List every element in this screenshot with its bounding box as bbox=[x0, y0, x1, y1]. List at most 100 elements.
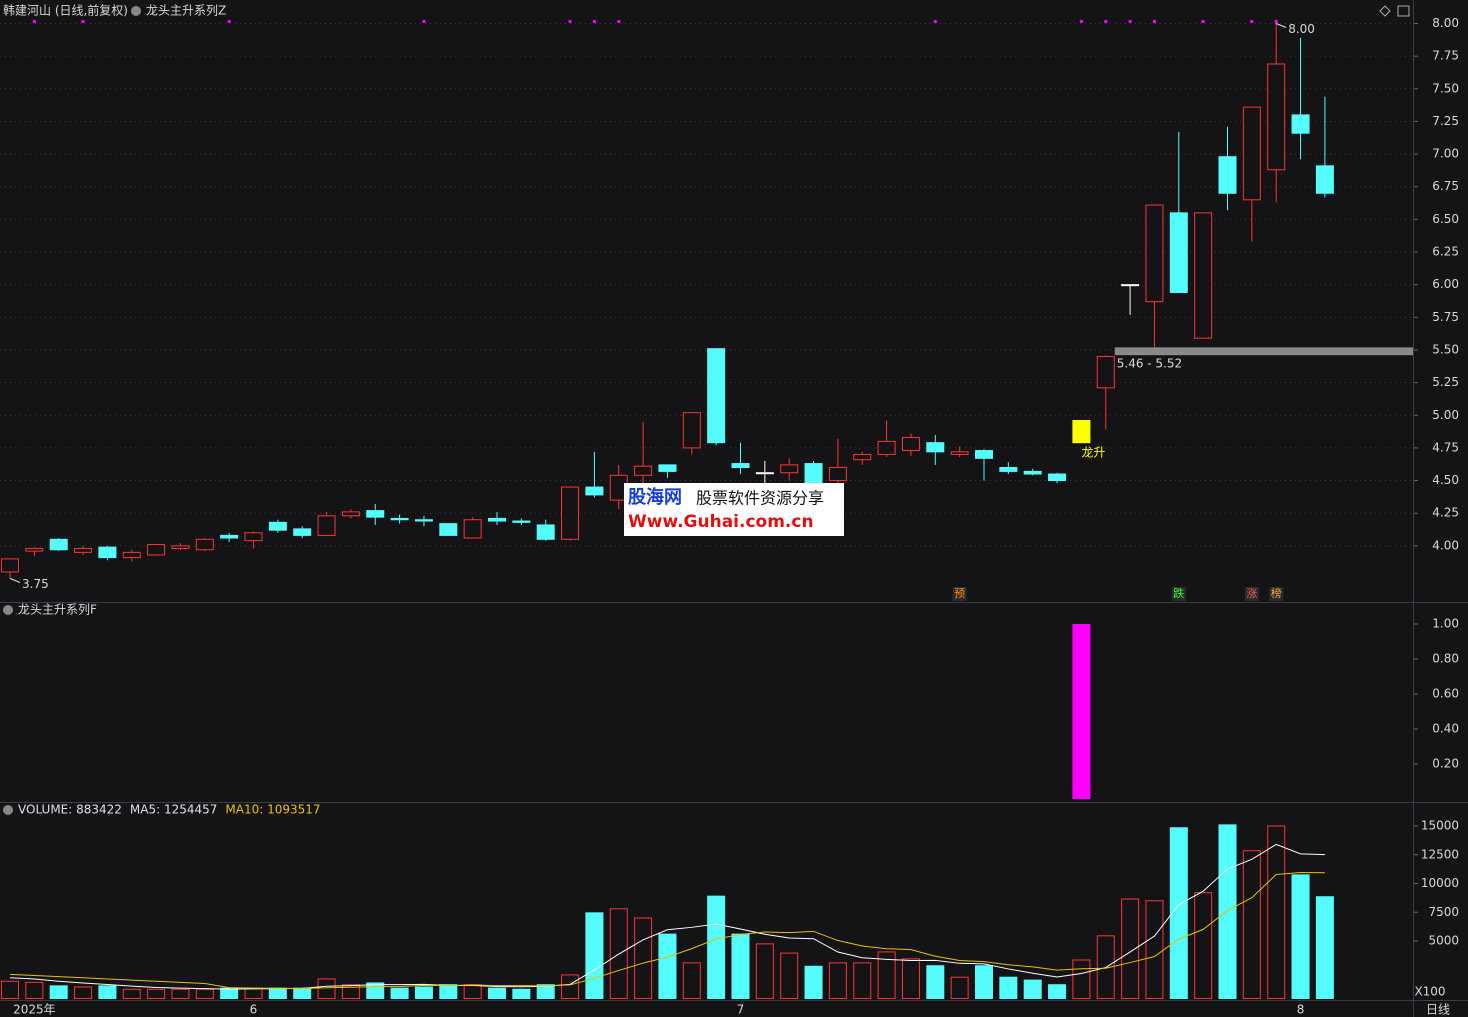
y-tick-label: 7500 bbox=[1428, 905, 1459, 919]
candle-body bbox=[171, 545, 190, 549]
candle-body bbox=[634, 465, 653, 476]
menu-icon[interactable] bbox=[3, 805, 13, 815]
candle-body bbox=[268, 521, 287, 531]
price-zone bbox=[1114, 347, 1413, 356]
y-tick-label: 5.00 bbox=[1432, 408, 1459, 422]
watermark: 股海网 股票软件资源分享 Www.Guhai.com.cn bbox=[624, 483, 844, 536]
volume-bar bbox=[780, 952, 799, 1000]
candle-body bbox=[1096, 355, 1115, 389]
volume-bar bbox=[1291, 874, 1310, 999]
signal-label: 龙升 bbox=[1081, 446, 1105, 460]
volume-bar bbox=[561, 974, 580, 999]
volume-bar bbox=[317, 978, 336, 1000]
candle-body bbox=[390, 517, 409, 521]
signal-dot bbox=[1250, 20, 1254, 23]
candle-body bbox=[755, 472, 774, 475]
volume-bar bbox=[74, 986, 93, 999]
volume-bar bbox=[147, 988, 166, 999]
candle-body bbox=[1145, 204, 1164, 303]
volume-bar bbox=[1023, 979, 1042, 999]
candle-body bbox=[366, 510, 385, 518]
bottom-marker: 涨 bbox=[1246, 587, 1257, 600]
y-tick-label: 4.50 bbox=[1432, 473, 1459, 487]
candle-body bbox=[585, 486, 604, 496]
volume-bar bbox=[804, 965, 823, 999]
period-button[interactable]: 日线 bbox=[1426, 1003, 1450, 1017]
watermark-slogan: 股票软件资源分享 bbox=[696, 489, 824, 508]
volume-bar bbox=[1194, 892, 1213, 1000]
signal-dot bbox=[81, 20, 85, 23]
volume-bar bbox=[268, 987, 287, 1000]
volume-bar bbox=[293, 987, 312, 1000]
y-tick-label: 7.25 bbox=[1432, 114, 1459, 128]
y-tick-label: 0.40 bbox=[1432, 722, 1459, 736]
candle-body bbox=[707, 348, 726, 444]
signal-dot bbox=[227, 20, 231, 23]
stock-title: 韩建河山 (日线,前复权) bbox=[3, 3, 128, 18]
menu-icon[interactable] bbox=[131, 6, 141, 16]
volume-bar bbox=[828, 962, 847, 999]
candle-body bbox=[804, 463, 823, 485]
signal-dot bbox=[933, 20, 937, 23]
signal-dot bbox=[1128, 20, 1132, 23]
candle-body bbox=[147, 544, 166, 556]
volume-bar bbox=[1169, 827, 1188, 999]
y-tick-label: 0.20 bbox=[1432, 757, 1459, 771]
candle-body bbox=[536, 524, 555, 540]
candle-body bbox=[1, 558, 19, 573]
volume-bar bbox=[98, 985, 117, 999]
marker-box bbox=[1269, 587, 1284, 601]
volume-bar bbox=[853, 962, 872, 999]
y-tick-label: 0.60 bbox=[1432, 687, 1459, 701]
y-tick-label: 4.75 bbox=[1432, 440, 1459, 454]
volume-header: MA10: 1093517 bbox=[225, 803, 320, 817]
volume-bar bbox=[1072, 959, 1091, 999]
volume-bar bbox=[901, 958, 920, 1000]
toolbar-icon[interactable] bbox=[1397, 5, 1410, 17]
candle-body bbox=[828, 466, 847, 482]
signal-dot bbox=[1201, 20, 1205, 23]
signal-dot bbox=[1079, 20, 1083, 23]
marker-box bbox=[1171, 587, 1186, 601]
y-tick-label: 7.00 bbox=[1432, 147, 1459, 161]
candle-body bbox=[853, 453, 872, 461]
y-tick-label: 10000 bbox=[1421, 876, 1459, 890]
volume-bar bbox=[658, 933, 677, 999]
volume-bar bbox=[1242, 850, 1261, 999]
y-tick-label: 15000 bbox=[1421, 819, 1459, 833]
extreme-label: 8.00 bbox=[1288, 22, 1315, 36]
menu-icon[interactable] bbox=[3, 605, 13, 615]
ma-line bbox=[9, 843, 1325, 990]
candle-body bbox=[1218, 156, 1237, 194]
candle-body bbox=[25, 547, 44, 552]
candle-body bbox=[317, 515, 336, 536]
volume-bar bbox=[390, 987, 409, 1000]
volume-bar bbox=[1218, 824, 1237, 999]
candle-body bbox=[561, 486, 580, 540]
candle-body bbox=[901, 436, 920, 452]
candle-body bbox=[439, 523, 458, 536]
y-tick-label: 6.00 bbox=[1432, 277, 1459, 291]
volume-bar bbox=[1315, 896, 1334, 999]
watermark-box bbox=[624, 483, 844, 536]
y-tick-label: 5.25 bbox=[1432, 375, 1459, 389]
volume-bar bbox=[999, 976, 1018, 999]
toolbar-icon[interactable] bbox=[1379, 5, 1391, 17]
candle-body bbox=[49, 538, 68, 551]
indicator-bar bbox=[1072, 624, 1091, 799]
candle-body bbox=[1267, 63, 1286, 171]
volume-bar bbox=[244, 987, 263, 1000]
candle-body bbox=[463, 519, 482, 539]
volume-bar bbox=[877, 951, 896, 999]
y-tick-label: 0.80 bbox=[1432, 652, 1459, 666]
candle-body bbox=[658, 464, 677, 472]
candle-body bbox=[1315, 165, 1334, 194]
bottom-marker: 榜 bbox=[1271, 586, 1282, 600]
candle-body bbox=[1048, 473, 1067, 482]
volume-bar bbox=[1, 980, 19, 999]
candle-body bbox=[74, 547, 93, 553]
volume-bar bbox=[1121, 898, 1140, 1000]
extreme-marker bbox=[9, 578, 21, 583]
volume-bar bbox=[25, 981, 44, 1000]
